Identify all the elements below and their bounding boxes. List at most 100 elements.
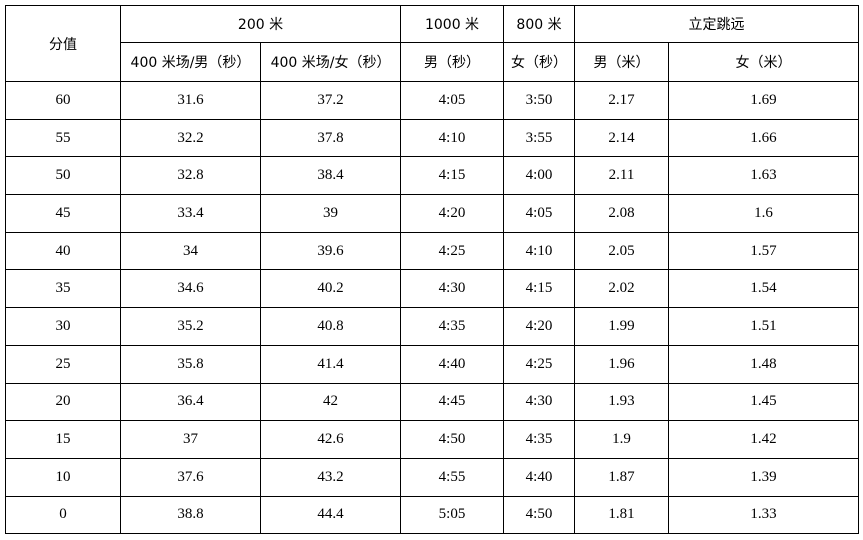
data-cell: 4:50 — [503, 495, 576, 535]
data-cell: 1.69 — [668, 81, 860, 120]
data-cell: 45 — [5, 194, 121, 233]
data-cell: 4:40 — [400, 344, 505, 384]
data-cell: 1.81 — [574, 495, 670, 535]
data-cell: 43.2 — [259, 457, 402, 497]
data-cell: 1.48 — [668, 344, 860, 384]
data-cell: 32.8 — [120, 156, 261, 196]
data-row: 40 34 39.6 4:25 4:10 2.05 1.57 — [5, 231, 860, 271]
data-cell: 1.87 — [574, 457, 670, 497]
data-row: 60 31.6 37.2 4:05 3:50 2.17 1.69 — [5, 81, 860, 120]
data-cell: 4:10 — [503, 231, 576, 271]
data-cell: 37.8 — [259, 118, 402, 158]
data-cell: 32.2 — [120, 118, 261, 158]
data-row: 50 32.8 38.4 4:15 4:00 2.11 1.63 — [5, 156, 860, 196]
data-cell: 38.4 — [259, 156, 402, 196]
data-row: 15 37 42.6 4:50 4:35 1.9 1.42 — [5, 420, 860, 459]
data-cell: 4:30 — [503, 382, 576, 422]
data-cell: 37 — [120, 420, 261, 459]
subheader-cell: 400 米场/女（秒） — [259, 42, 402, 82]
data-cell: 1.42 — [668, 420, 860, 459]
data-cell: 1.39 — [668, 457, 860, 497]
data-row: 45 33.4 39 4:20 4:05 2.08 1.6 — [5, 194, 860, 233]
data-cell: 1.51 — [668, 307, 860, 346]
header-cell: 分值 — [5, 5, 121, 82]
data-cell: 4:05 — [503, 194, 576, 233]
data-cell: 1.57 — [668, 231, 860, 271]
header-row: 分值 200 米 1000 米 800 米 立定跳远 — [5, 5, 860, 82]
table-body: 60 31.6 37.2 4:05 3:50 2.17 1.69 55 32.2 37.8 4:10… — [5, 81, 860, 535]
data-cell: 36.4 — [120, 382, 261, 422]
data-cell: 30 — [5, 307, 121, 346]
subheader-cell: 女（秒） — [503, 42, 576, 82]
data-cell: 5:05 — [400, 495, 505, 535]
header-cell: 200 米 — [119, 5, 402, 43]
data-cell: 35.8 — [120, 344, 261, 384]
subheader-row: 400 米场/男（秒） 400 米场/女（秒） 男（秒） 女（秒） 男（米） 女… — [6, 42, 860, 82]
data-cell: 40.2 — [259, 269, 402, 309]
data-cell: 37.6 — [120, 457, 261, 497]
data-cell: 42.6 — [259, 420, 402, 459]
data-cell: 35.2 — [120, 307, 261, 346]
data-cell: 1.93 — [574, 382, 670, 422]
data-cell: 50 — [5, 156, 121, 196]
data-cell: 40 — [5, 231, 121, 271]
subheader-cell: 女（米） — [668, 42, 860, 82]
data-cell: 4:50 — [400, 420, 505, 459]
header-cell: 立定跳远 — [574, 5, 860, 43]
data-cell: 3:50 — [503, 81, 576, 120]
data-cell: 1.33 — [668, 495, 860, 535]
data-cell: 37.2 — [259, 81, 402, 120]
data-cell: 42 — [259, 382, 402, 422]
data-cell: 1.63 — [668, 156, 860, 196]
data-cell: 4:25 — [400, 231, 505, 271]
data-cell: 1.66 — [668, 118, 860, 158]
data-cell: 25 — [5, 344, 121, 384]
data-cell: 2.05 — [574, 231, 670, 271]
data-cell: 1.96 — [574, 344, 670, 384]
data-cell: 2.02 — [574, 269, 670, 309]
data-cell: 40.8 — [259, 307, 402, 346]
data-cell: 2.11 — [574, 156, 670, 196]
data-row: 30 35.2 40.8 4:35 4:20 1.99 1.51 — [5, 307, 860, 346]
data-cell: 39 — [259, 194, 402, 233]
data-cell: 10 — [5, 457, 121, 497]
data-cell: 4:05 — [400, 81, 505, 120]
data-cell: 1.9 — [574, 420, 670, 459]
data-cell: 3:55 — [503, 118, 576, 158]
data-cell: 4:25 — [503, 344, 576, 384]
data-cell: 4:30 — [400, 269, 505, 309]
data-cell: 4:20 — [400, 194, 505, 233]
data-cell: 1.99 — [574, 307, 670, 346]
data-cell: 4:00 — [503, 156, 576, 196]
data-cell: 31.6 — [120, 81, 261, 120]
data-cell: 34 — [120, 231, 261, 271]
header-cell: 800 米 — [503, 5, 576, 43]
data-row: 20 36.4 42 4:45 4:30 1.93 1.45 — [5, 382, 860, 422]
subheader-cell: 男（秒） — [400, 42, 505, 82]
data-cell: 1.6 — [668, 194, 860, 233]
data-cell: 41.4 — [259, 344, 402, 384]
data-cell: 4:55 — [400, 457, 505, 497]
data-cell: 2.08 — [574, 194, 670, 233]
data-cell: 4:15 — [503, 269, 576, 309]
subheader-cell: 400 米场/男（秒） — [120, 42, 261, 82]
data-cell: 60 — [5, 81, 121, 120]
data-cell: 20 — [5, 382, 121, 422]
data-cell: 2.14 — [574, 118, 670, 158]
data-cell: 4:35 — [400, 307, 505, 346]
data-cell: 34.6 — [120, 269, 261, 309]
data-cell: 33.4 — [120, 194, 261, 233]
data-row: 35 34.6 40.2 4:30 4:15 2.02 1.54 — [5, 269, 860, 309]
data-cell: 44.4 — [259, 495, 402, 535]
data-cell: 39.6 — [259, 231, 402, 271]
data-cell: 15 — [5, 420, 121, 459]
data-row: 25 35.8 41.4 4:40 4:25 1.96 1.48 — [5, 344, 860, 384]
data-cell: 38.8 — [120, 495, 261, 535]
data-cell: 4:40 — [503, 457, 576, 497]
data-cell: 4:45 — [400, 382, 505, 422]
data-cell: 4:20 — [503, 307, 576, 346]
data-cell: 55 — [5, 118, 121, 158]
data-cell: 35 — [5, 269, 121, 309]
data-row: 55 32.2 37.8 4:10 3:55 2.14 1.66 — [5, 118, 860, 158]
